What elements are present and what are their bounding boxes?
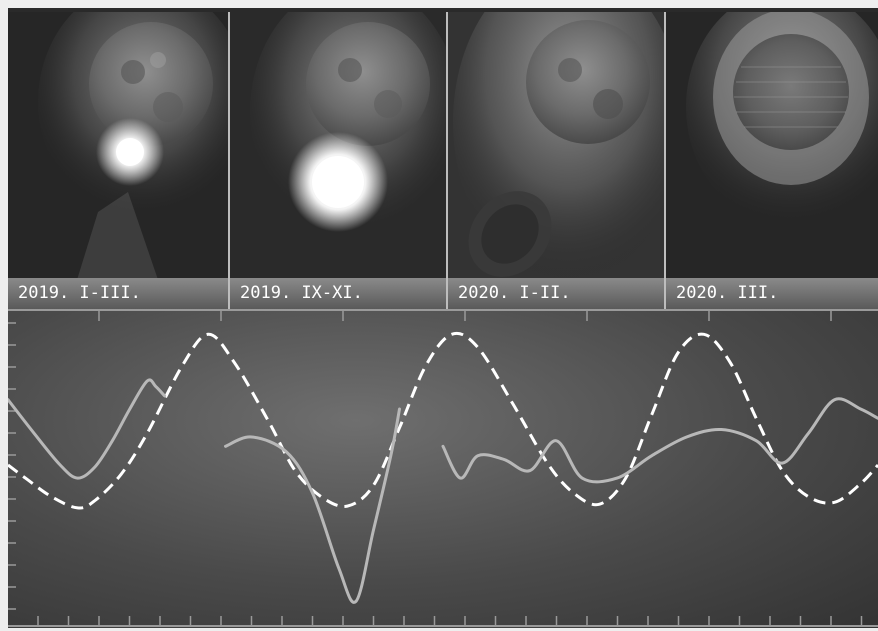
chart-canvas [8,309,878,627]
star-image-4 [666,12,878,309]
panel-caption-3: 2020. I-II. [448,278,664,309]
panel-divider [664,12,666,309]
star-image-2 [230,12,446,309]
star-image-1 [8,12,228,309]
chart-series [8,331,878,604]
series-line-solid-segment-1 [8,378,167,480]
image-panel-1: 2019. I-III. [8,12,228,309]
panel-divider [446,12,448,309]
panel-divider [228,12,230,309]
image-panel-3: 2020. I-II. [448,12,664,309]
chart-axes [8,309,878,627]
image-panel-4: 2020. III. [666,12,878,309]
panel-caption-2: 2019. IX-XI. [230,278,446,309]
series-line-solid-segment-3 [441,397,878,484]
star-image-3 [448,12,664,309]
panel-caption-4: 2020. III. [666,278,878,309]
series-line-dashed [8,331,878,510]
series-line-solid-segment-2 [224,407,401,604]
panel-caption-1: 2019. I-III. [8,278,228,309]
brightness-curve-chart [8,309,878,628]
image-panel-2: 2019. IX-XI. [230,12,446,309]
